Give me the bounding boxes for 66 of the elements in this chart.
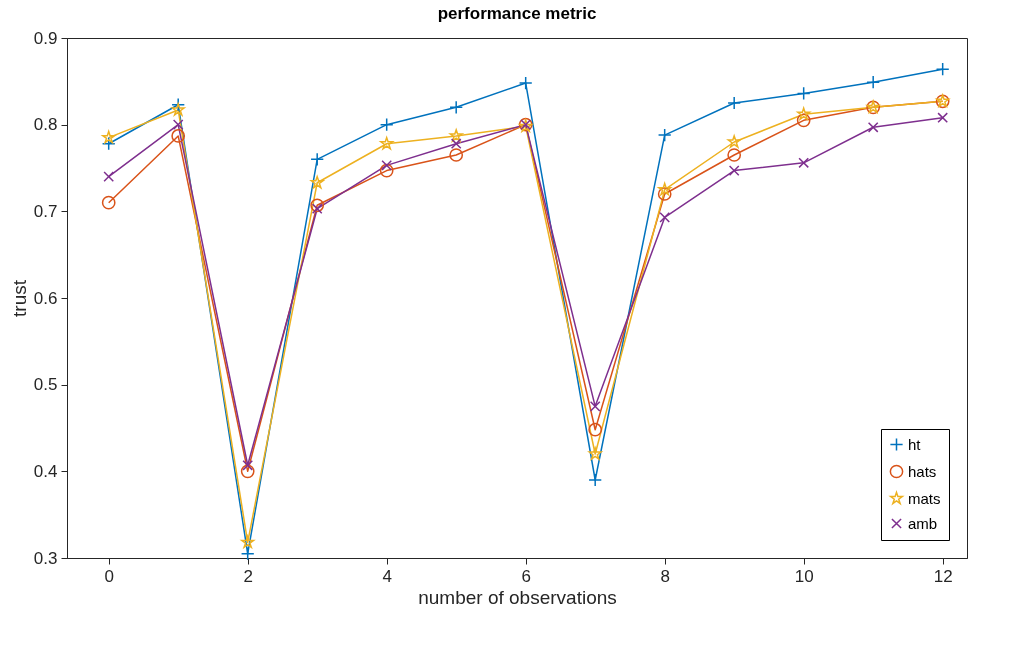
x-tick-label: 6 xyxy=(521,566,531,586)
point xyxy=(379,117,394,132)
point xyxy=(449,148,464,162)
point xyxy=(657,187,672,201)
point xyxy=(381,160,393,171)
point xyxy=(658,182,672,196)
point xyxy=(796,86,811,101)
point xyxy=(311,203,323,215)
point xyxy=(659,212,671,223)
point xyxy=(101,195,116,210)
point xyxy=(171,103,185,116)
point xyxy=(450,138,462,150)
point xyxy=(172,119,184,131)
y-tick-label: 0.6 xyxy=(33,288,58,308)
point xyxy=(310,175,324,189)
point xyxy=(727,96,742,110)
legend-label: ht xyxy=(908,435,922,453)
x-tick-label: 12 xyxy=(933,566,953,586)
x-tick-label: 2 xyxy=(243,566,253,586)
point xyxy=(866,75,881,90)
point xyxy=(310,152,325,167)
point xyxy=(588,422,603,437)
point xyxy=(935,62,950,77)
point xyxy=(798,157,810,169)
y-tick-label: 0.4 xyxy=(33,461,58,481)
y-tick-label: 0.7 xyxy=(33,201,58,221)
point xyxy=(380,136,394,150)
point xyxy=(310,198,325,213)
point xyxy=(449,129,463,142)
point xyxy=(727,148,742,162)
point xyxy=(240,546,255,561)
point xyxy=(657,128,672,142)
point xyxy=(728,165,740,176)
point xyxy=(937,112,949,124)
x-axis-title: number of observations xyxy=(418,586,617,608)
point xyxy=(588,473,603,487)
point xyxy=(102,130,116,144)
y-tick-label: 0.3 xyxy=(33,548,58,568)
point xyxy=(240,464,255,479)
legend-label: hats xyxy=(908,462,937,480)
point xyxy=(242,459,254,471)
point xyxy=(867,121,879,133)
x-tick-label: 10 xyxy=(794,566,814,586)
chart-title: performance metric xyxy=(437,4,597,23)
point xyxy=(101,136,116,151)
point xyxy=(796,113,811,128)
point xyxy=(449,100,464,115)
point xyxy=(589,400,601,412)
point xyxy=(797,107,811,120)
x-tick-label: 0 xyxy=(104,566,114,586)
legend-label: mats xyxy=(908,489,941,507)
y-tick-label: 0.5 xyxy=(33,375,58,395)
y-axis-title: trust xyxy=(8,279,30,317)
point xyxy=(241,535,255,549)
point xyxy=(727,135,741,148)
x-tick-label: 8 xyxy=(660,566,670,586)
point xyxy=(171,97,186,112)
point xyxy=(379,163,394,178)
y-tick-label: 0.8 xyxy=(33,115,58,135)
x-tick-label: 4 xyxy=(382,566,392,586)
point xyxy=(103,171,115,183)
point xyxy=(588,447,602,460)
y-tick-label: 0.9 xyxy=(33,28,58,48)
point xyxy=(171,129,186,143)
point xyxy=(518,76,533,90)
legend-label: amb xyxy=(908,514,938,532)
